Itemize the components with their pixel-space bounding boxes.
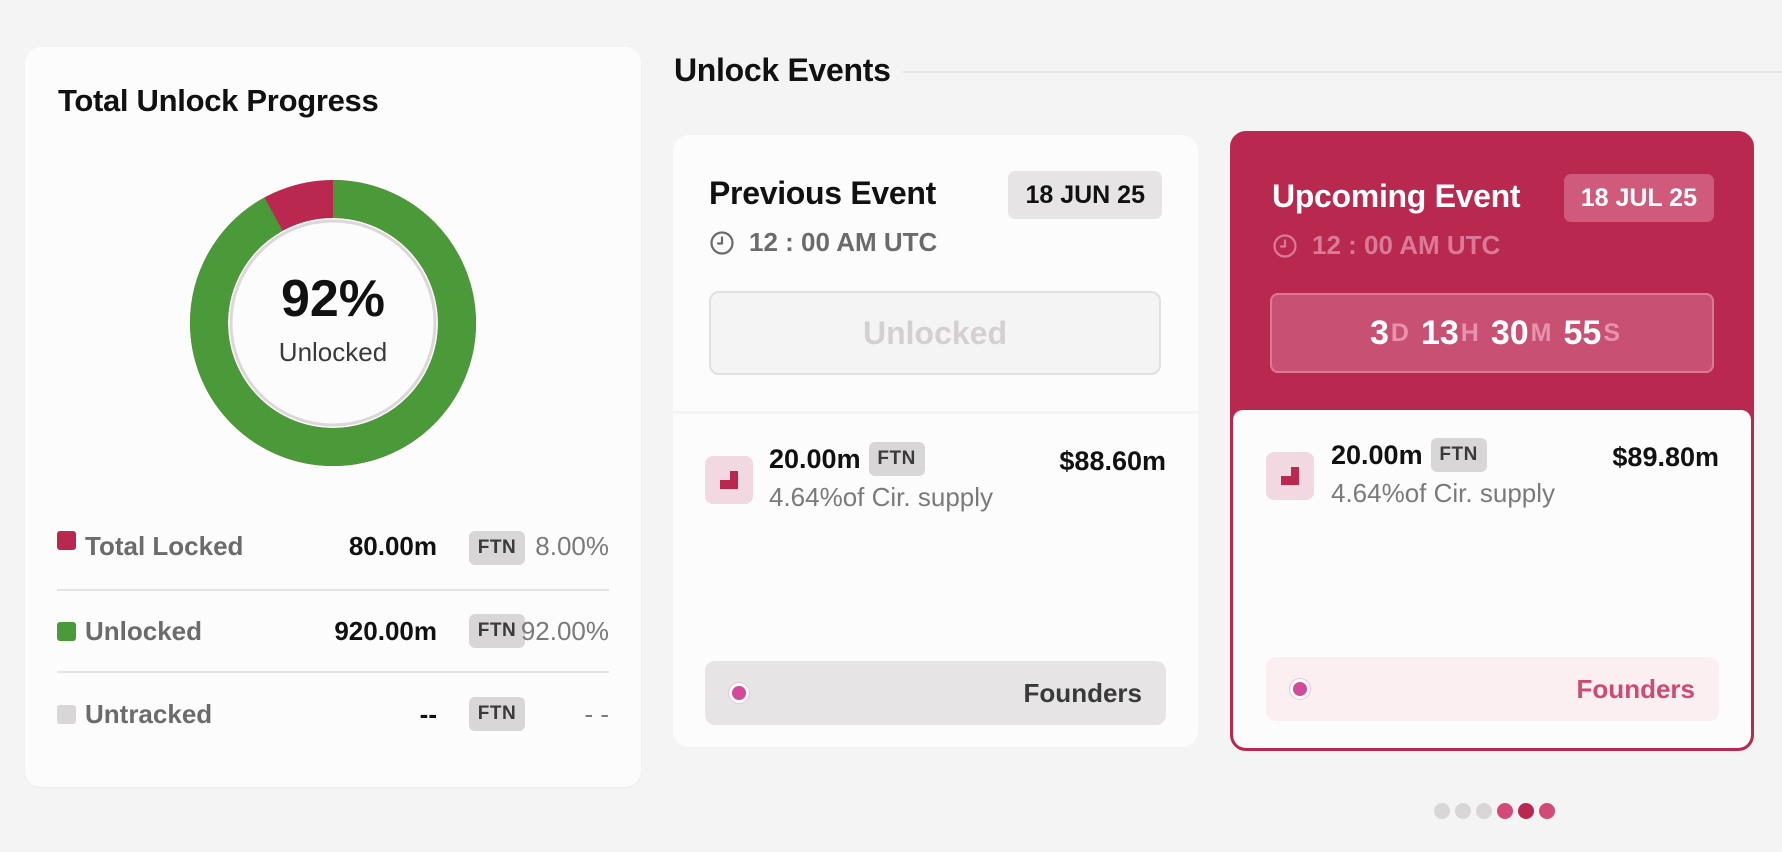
donut-inner-ring	[229, 219, 437, 427]
allocation-usd-value: $88.60m	[1059, 446, 1166, 476]
legend-row-unlocked: Unlocked 920.00m FTN 92.00%	[57, 591, 609, 673]
total-unlock-progress-card: Total Unlock Progress 92% Unlocked Total…	[25, 47, 641, 787]
upcoming-event-date-badge: 18 JUL 25	[1563, 174, 1714, 222]
allocation-glyph	[720, 471, 738, 489]
unlocked-caption: Unlocked	[278, 336, 388, 367]
allocation-supply-share: 4.64%of Cir. supply	[1331, 478, 1556, 508]
clock-icon	[710, 230, 734, 255]
group-dot-icon	[1290, 679, 1310, 699]
group-pill-founders[interactable]: Founders	[705, 661, 1166, 725]
previous-event-time: 12 : 00 AM UTC	[709, 227, 937, 258]
upcoming-event-time: 12 : 00 AM UTC	[1272, 230, 1500, 261]
allocation-supply-share: 4.64%of Cir. supply	[769, 482, 994, 512]
countdown-timer: 3 D 13 H 30 M 55 S	[1270, 293, 1714, 373]
legend-row-total-locked: Total Locked 80.00m FTN 8.00%	[57, 517, 609, 591]
allocation-amount: 20.00m	[1331, 439, 1423, 470]
legend-amount: 920.00m	[334, 615, 437, 646]
countdown-days-unit: D	[1390, 318, 1409, 347]
legend-amount: --	[419, 698, 437, 729]
legend-label: Unlocked	[85, 615, 203, 646]
allocation-block-icon	[1266, 452, 1314, 500]
section-divider	[903, 71, 1782, 73]
allocation-amount-row: 20.00m FTN	[1331, 438, 1487, 472]
ticker-badge: FTN	[868, 442, 925, 476]
unlock-donut-chart: 92% Unlocked	[190, 180, 476, 466]
ticker-badge: FTN	[469, 614, 525, 648]
countdown-minutes: 30	[1490, 313, 1529, 352]
donut-unlocked-arc	[190, 180, 476, 466]
pager-dot[interactable]	[1497, 803, 1513, 819]
ticker-badge: FTN	[1430, 438, 1487, 472]
countdown-days: 3	[1369, 313, 1389, 352]
allocation-usd-value: $89.80m	[1612, 442, 1719, 472]
group-pill-founders[interactable]: Founders	[1266, 657, 1719, 721]
allocation-amount-row: 20.00m FTN	[769, 442, 925, 476]
legend-percent: - -	[584, 698, 609, 729]
locked-swatch	[57, 531, 76, 550]
group-label: Founders	[1576, 673, 1695, 704]
legend-label: Untracked	[85, 698, 213, 729]
ticker-badge: FTN	[469, 531, 525, 565]
unlocked-status-button: Unlocked	[709, 291, 1161, 375]
upcoming-event-title: Upcoming Event	[1272, 178, 1521, 214]
countdown-seconds: 55	[1563, 313, 1602, 352]
pager-dot-active[interactable]	[1518, 803, 1534, 819]
time-text: 12 : 00 AM UTC	[1312, 230, 1501, 260]
countdown-minutes-unit: M	[1530, 318, 1552, 347]
countdown-seconds-unit: S	[1603, 318, 1621, 347]
time-text: 12 : 00 AM UTC	[749, 227, 938, 257]
untracked-swatch	[57, 704, 76, 724]
previous-event-date-badge: 18 JUN 25	[1008, 171, 1162, 219]
clock-icon	[1273, 233, 1297, 258]
unlocked-swatch	[57, 621, 76, 641]
legend-amount: 80.00m	[348, 531, 437, 561]
upcoming-event-card[interactable]: Upcoming Event 18 JUL 25 12 : 00 AM UTC …	[1230, 131, 1754, 751]
countdown-hours: 13	[1420, 313, 1459, 352]
pager-dot[interactable]	[1434, 803, 1450, 819]
allocation-glyph	[1281, 467, 1299, 485]
countdown-hours-unit: H	[1460, 318, 1479, 347]
legend-percent: 8.00%	[535, 531, 609, 561]
previous-event-card[interactable]: Previous Event 18 JUN 25 12 : 00 AM UTC …	[673, 135, 1198, 411]
pager-dot[interactable]	[1476, 803, 1492, 819]
donut-svg	[190, 180, 476, 466]
legend-percent: 92.00%	[520, 615, 609, 646]
group-label: Founders	[1023, 677, 1142, 708]
donut-center: 92% Unlocked	[190, 180, 476, 466]
unlocked-percent: 92%	[280, 269, 386, 328]
progress-card-title: Total Unlock Progress	[58, 83, 379, 118]
previous-event-allocation: 20.00m FTN $88.60m 4.64%of Cir. supply F…	[673, 414, 1198, 747]
unlock-legend: Total Locked 80.00m FTN 8.00% Unlocked 9…	[57, 517, 609, 755]
legend-row-untracked: Untracked -- FTN - -	[57, 673, 609, 755]
carousel-pagination	[1434, 803, 1555, 819]
pager-dot[interactable]	[1455, 803, 1471, 819]
pager-dot[interactable]	[1539, 803, 1555, 819]
group-dot-icon	[729, 683, 749, 703]
allocation-block-icon	[705, 456, 753, 504]
previous-event-title: Previous Event	[709, 175, 937, 211]
unlock-events-heading: Unlock Events	[674, 52, 891, 88]
upcoming-event-allocation: 20.00m FTN $89.80m 4.64%of Cir. supply F…	[1233, 410, 1751, 748]
ticker-badge: FTN	[469, 697, 525, 731]
legend-label: Total Locked	[85, 531, 244, 561]
allocation-amount: 20.00m	[769, 443, 861, 474]
